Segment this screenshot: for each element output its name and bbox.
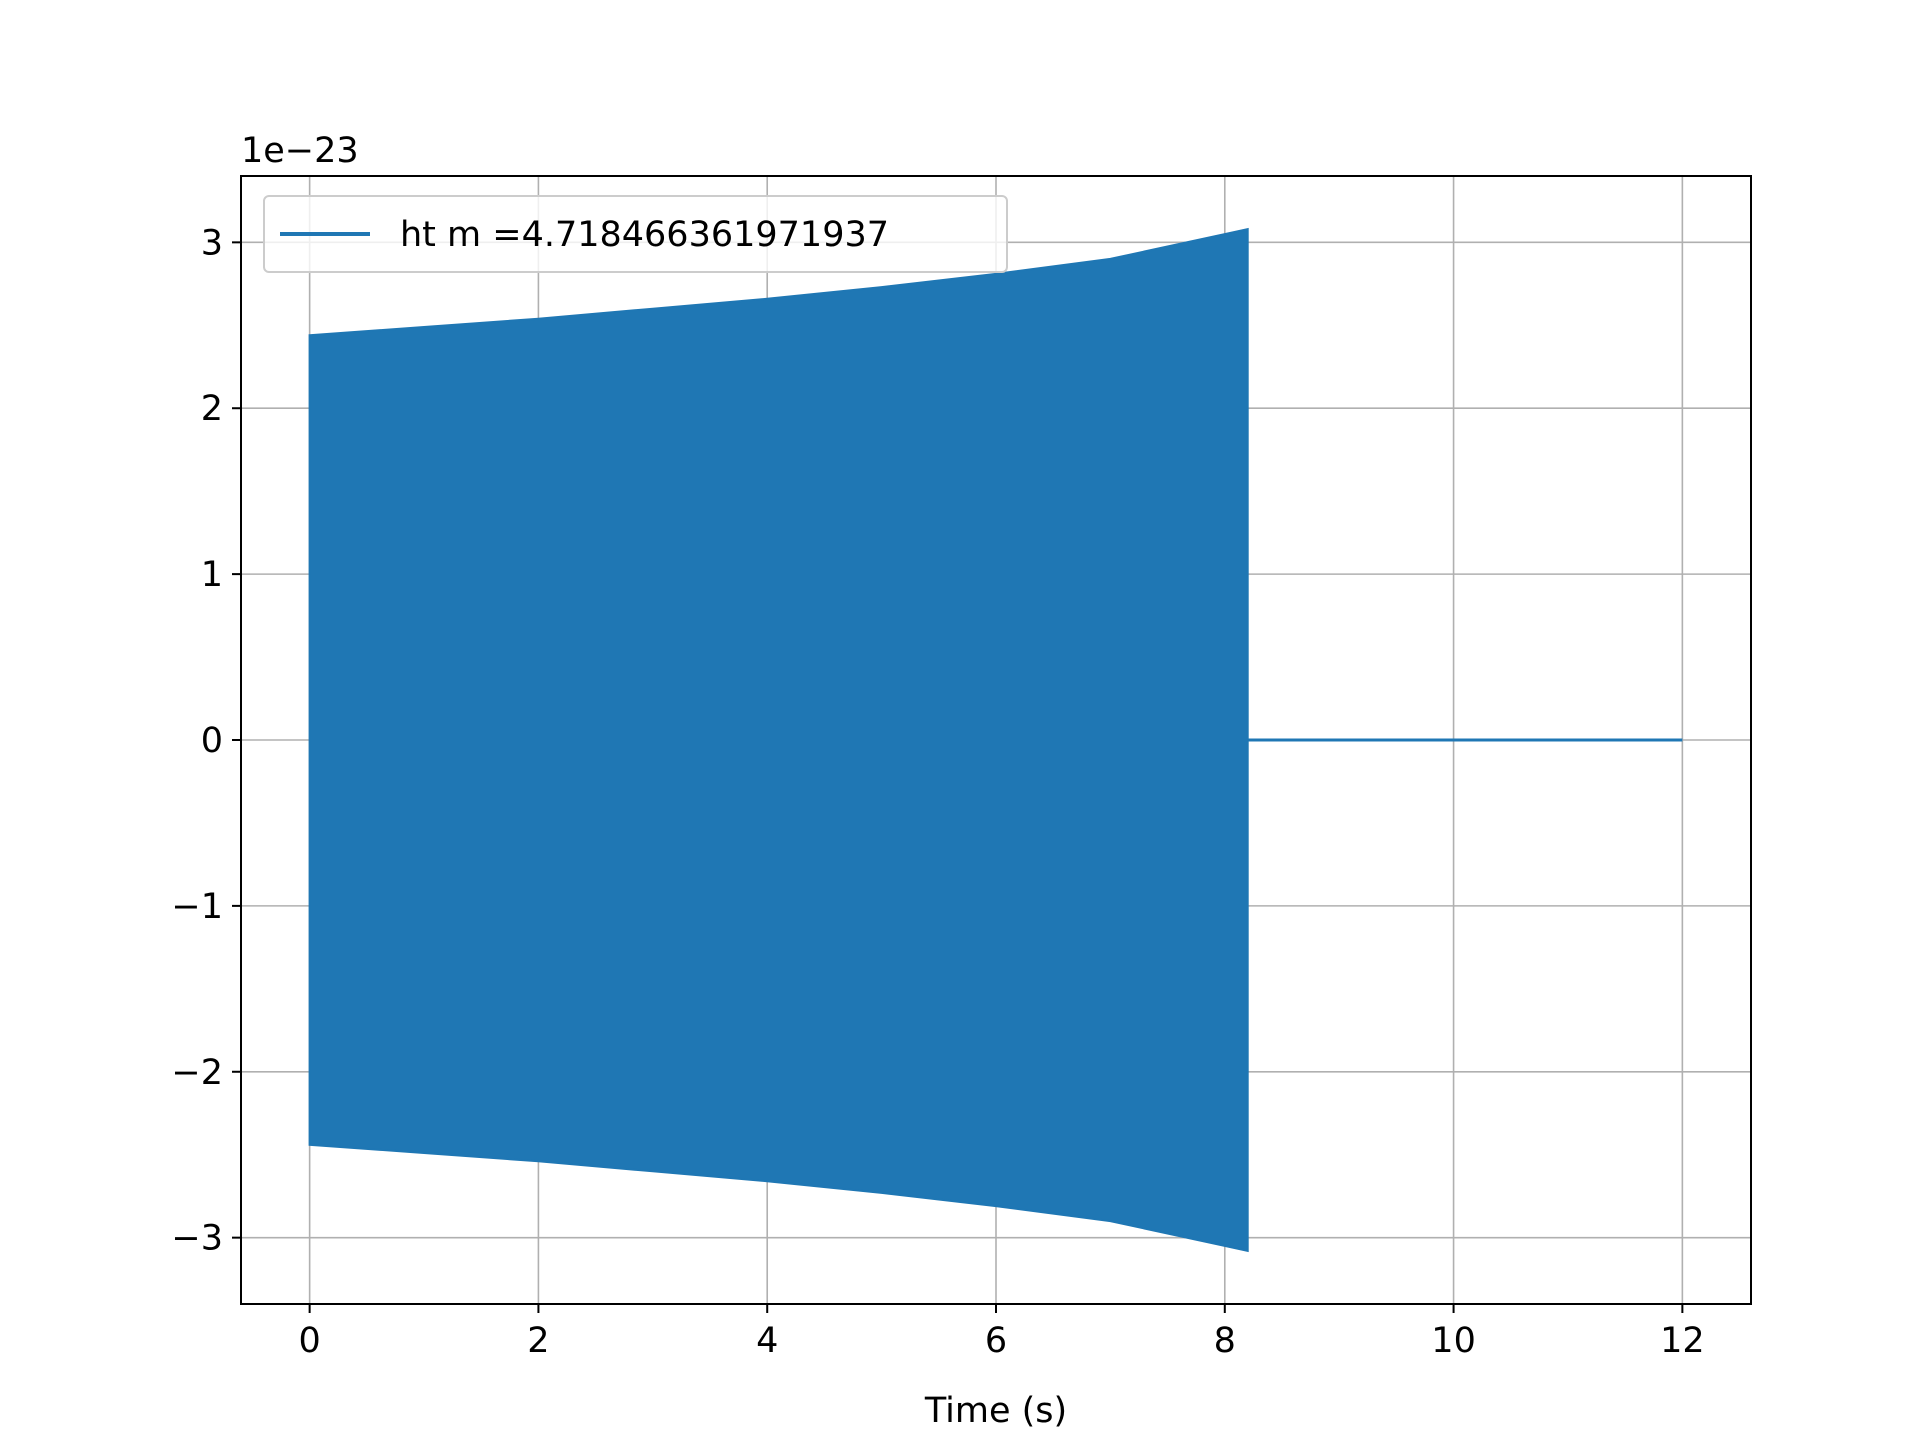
x-tick-label: 8 <box>1214 1321 1236 1361</box>
x-tick-label: 0 <box>298 1321 320 1361</box>
y-tick-label: 0 <box>201 721 223 761</box>
data-series <box>308 227 1683 1253</box>
x-tick-label: 10 <box>1431 1321 1476 1361</box>
legend-box <box>263 195 1008 273</box>
y-tick-label: −1 <box>171 887 223 927</box>
y-tick-label: 2 <box>201 389 223 429</box>
legend-entry-label: ht m =4.718466361971937 <box>400 215 889 255</box>
y-tick-label: 3 <box>201 223 223 263</box>
y-tick-label: 1 <box>201 555 223 595</box>
y-tick-label: −2 <box>171 1053 223 1093</box>
y-offset-label: 1e−23 <box>241 131 359 171</box>
axis-ticks <box>232 241 1684 1313</box>
x-tick-label: 4 <box>756 1321 778 1361</box>
legend: ht m =4.718466361971937 <box>263 195 1008 273</box>
x-axis-label: Time (s) <box>924 1391 1067 1431</box>
x-tick-label: 2 <box>527 1321 549 1361</box>
y-tick-label: −3 <box>171 1219 223 1259</box>
x-tick-label: 12 <box>1660 1321 1705 1361</box>
signal-envelope <box>308 227 1249 1253</box>
x-tick-label: 6 <box>985 1321 1007 1361</box>
